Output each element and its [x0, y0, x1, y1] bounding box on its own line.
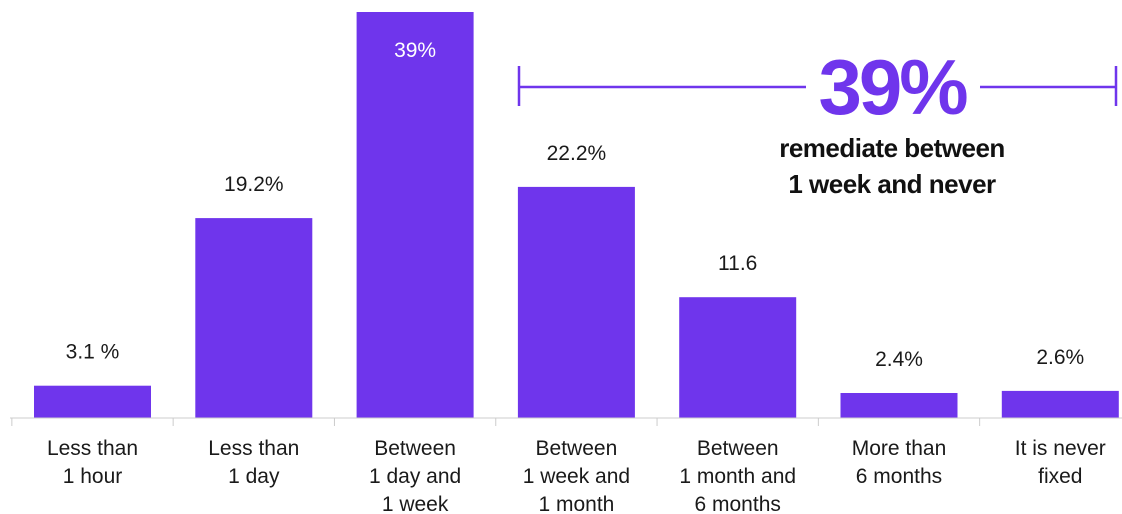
category-labels: Less than 1 hour Less than 1 day Between 1 da…	[47, 437, 1106, 514]
callout-text-line-1: remediate between	[779, 133, 1005, 163]
bar	[517, 186, 635, 418]
category-label-line: More than	[852, 437, 947, 460]
bar	[195, 218, 313, 418]
category-label: Between 1 month and 6 months	[679, 437, 796, 514]
callout-text-line-2: 1 week and never	[788, 169, 996, 199]
bar-value-label: 2.4%	[875, 348, 923, 371]
category-label-line: 1 hour	[63, 465, 123, 488]
category-label-line: 1 month	[538, 493, 614, 514]
category-label: Less than 1 hour	[47, 437, 138, 488]
category-label-line: 6 months	[856, 465, 942, 488]
bar-value-label: 2.6%	[1036, 346, 1084, 369]
bar	[34, 385, 151, 418]
category-label: More than 6 months	[852, 437, 947, 488]
category-label: Between 1 day and 1 week	[369, 437, 461, 514]
callout-value: 39%	[818, 43, 967, 131]
category-label-line: 1 day and	[369, 465, 461, 488]
bar-value-label: 11.6	[718, 252, 757, 275]
bar-value-label: 3.1 %	[66, 341, 120, 364]
bar	[356, 12, 474, 418]
category-label-line: 1 week	[382, 493, 449, 514]
category-label-line: 1 week and	[523, 465, 630, 488]
category-label-line: 1 month and	[679, 465, 796, 488]
x-axis	[10, 417, 1122, 426]
bars-group: 3.1 % 19.2% 39% 22.2% 11.6 2.4% 2.6%	[34, 12, 1119, 418]
callout: 39% remediate between 1 week and never	[517, 43, 1118, 199]
category-label-line: It is never	[1015, 437, 1106, 460]
bar-value-label: 22.2%	[547, 142, 607, 165]
bar	[679, 297, 797, 418]
bar-value-label: 39%	[394, 39, 436, 62]
category-label-line: Less than	[47, 437, 138, 460]
category-label-line: 1 day	[228, 465, 280, 488]
category-label: Between 1 week and 1 month	[523, 437, 630, 514]
category-label-line: 6 months	[695, 493, 781, 514]
bar-value-label: 19.2%	[224, 173, 284, 196]
bar	[840, 393, 958, 418]
category-label: Less than 1 day	[208, 437, 299, 488]
category-label-line: Between	[374, 437, 456, 460]
category-label: It is never fixed	[1015, 437, 1106, 488]
category-label-line: Between	[536, 437, 618, 460]
category-label-line: Between	[697, 437, 779, 460]
category-label-line: Less than	[208, 437, 299, 460]
bar	[1001, 390, 1119, 418]
category-label-line: fixed	[1038, 465, 1082, 488]
